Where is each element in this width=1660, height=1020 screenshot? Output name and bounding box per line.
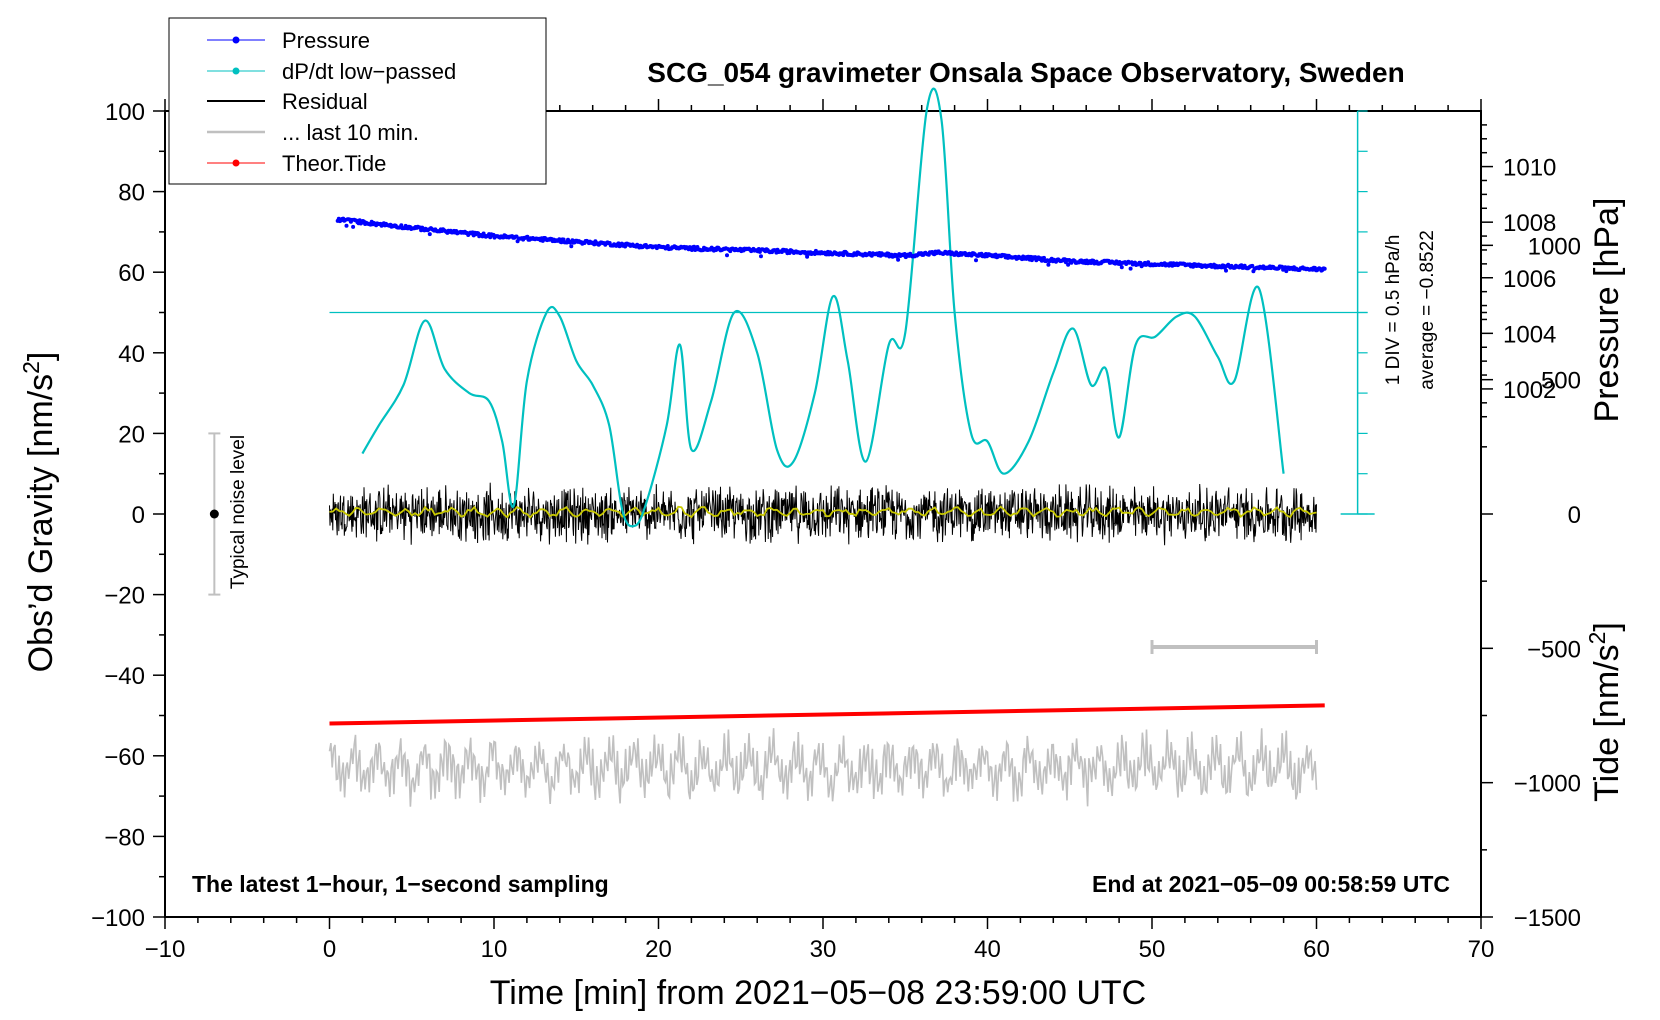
x-tick-label: 0 — [323, 936, 336, 963]
pressure-tick-label: 1008 — [1503, 210, 1556, 237]
x-tick-label: 10 — [481, 936, 508, 963]
tide-tick-label: −500 — [1527, 636, 1581, 663]
pressure-point — [399, 223, 404, 228]
pressure-point — [1322, 266, 1327, 271]
legend-label-pressure: Pressure — [282, 28, 370, 53]
y-tick-label: −60 — [104, 744, 145, 771]
noise-level-label: Typical noise level — [228, 435, 249, 589]
pressure-point — [1250, 263, 1255, 268]
pressure-tick-label: 1002 — [1503, 377, 1556, 404]
pressure-point — [344, 223, 349, 228]
x-tick-label: −10 — [145, 936, 186, 963]
pressure-point — [974, 258, 978, 263]
y-tick-label: 20 — [118, 421, 145, 448]
y-tick-label: 40 — [118, 341, 145, 368]
footer-left-label: The latest 1−hour, 1−second sampling — [192, 871, 609, 897]
pressure-point — [805, 254, 810, 259]
x-tick-label: 60 — [1303, 936, 1330, 963]
y-axis-title: Obs’d Gravity [nm/s2] — [18, 352, 60, 673]
tide-tick-label: −1500 — [1514, 905, 1581, 932]
legend-label-dpdt: dP/dt low−passed — [282, 59, 456, 84]
tide-tick-label: 1000 — [1528, 233, 1581, 260]
y-tick-label: −40 — [104, 663, 145, 690]
tide-tick-label: −1000 — [1514, 771, 1581, 798]
pressure-tick-label: 1006 — [1503, 266, 1556, 293]
legend: Pressure dP/dt low−passed Residual ... l… — [168, 17, 547, 185]
legend-label-last10: ... last 10 min. — [282, 120, 419, 145]
x-tick-label: 30 — [810, 936, 837, 963]
pressure-point — [725, 253, 729, 258]
pressure-point — [1119, 265, 1124, 270]
pressure-tick-label: 1004 — [1503, 321, 1556, 348]
x-tick-label: 20 — [645, 936, 672, 963]
legend-item-tide: Theor.Tide — [207, 151, 386, 176]
legend-marker-tide — [232, 159, 240, 167]
plot-layer: −10 0 10 20 30 40 50 60 70−100−80−60−40−20020406… — [91, 87, 1581, 963]
scale-div-label: 1 DIV = 0.5 hPa/h — [1383, 235, 1404, 386]
pressure-point — [896, 257, 901, 262]
pressure-point — [759, 254, 763, 259]
y-tick-label: 0 — [132, 502, 145, 529]
pressure-point — [1128, 266, 1133, 271]
pressure-point — [841, 253, 846, 258]
legend-label-residual: Residual — [282, 89, 368, 114]
pressure-point — [351, 224, 356, 229]
x-tick-label: 50 — [1139, 936, 1166, 963]
x-axis-title: Time [min] from 2021−05−08 23:59:00 UTC — [490, 974, 1146, 1012]
legend-label-tide: Theor.Tide — [282, 151, 386, 176]
series-smoothed-residual-line — [329, 505, 1317, 519]
noise-level-dot — [209, 509, 219, 519]
tide-tick-label: 500 — [1541, 368, 1581, 395]
series-dpdt-line — [361, 87, 1285, 528]
series-last10-line — [328, 728, 1318, 807]
legend-item-pressure: Pressure — [207, 28, 370, 53]
pressure-point — [1046, 262, 1051, 267]
pressure-point — [1224, 268, 1228, 273]
pressure-axis-title: Pressure [hPa] — [1588, 198, 1626, 423]
pressure-point — [525, 234, 530, 239]
pressure-point — [569, 244, 574, 249]
series-tide-line — [329, 703, 1325, 726]
average-label: average = −0.8522 — [1417, 230, 1438, 390]
y-tick-label: 100 — [105, 99, 145, 126]
x-tick-label: 40 — [974, 936, 1001, 963]
footer-right-label: End at 2021−05−09 00:58:59 UTC — [1092, 871, 1450, 897]
tide-axis-title: Tide [nm/s2] — [1584, 622, 1626, 802]
y-tick-label: −20 — [104, 583, 145, 610]
chart-title: SCG_054 gravimeter Onsala Space Observat… — [647, 57, 1404, 88]
y-tick-label: −100 — [91, 905, 145, 932]
tide-tick-label: 0 — [1568, 502, 1581, 529]
y-tick-label: 80 — [118, 180, 145, 207]
legend-item-last10: ... last 10 min. — [207, 120, 419, 145]
legend-item-residual: Residual — [207, 89, 368, 114]
pressure-point — [665, 244, 670, 248]
pressure-point — [1284, 269, 1289, 274]
pressure-tick-label: 1010 — [1503, 155, 1556, 182]
legend-marker-dpdt — [232, 67, 240, 75]
y-tick-label: −80 — [104, 824, 145, 851]
x-tick-label: 70 — [1468, 936, 1495, 963]
legend-item-dpdt: dP/dt low−passed — [207, 59, 456, 84]
pressure-point — [1042, 255, 1046, 260]
pressure-point — [427, 232, 432, 237]
y-tick-label: 60 — [118, 260, 145, 287]
legend-marker-pressure — [232, 36, 240, 44]
